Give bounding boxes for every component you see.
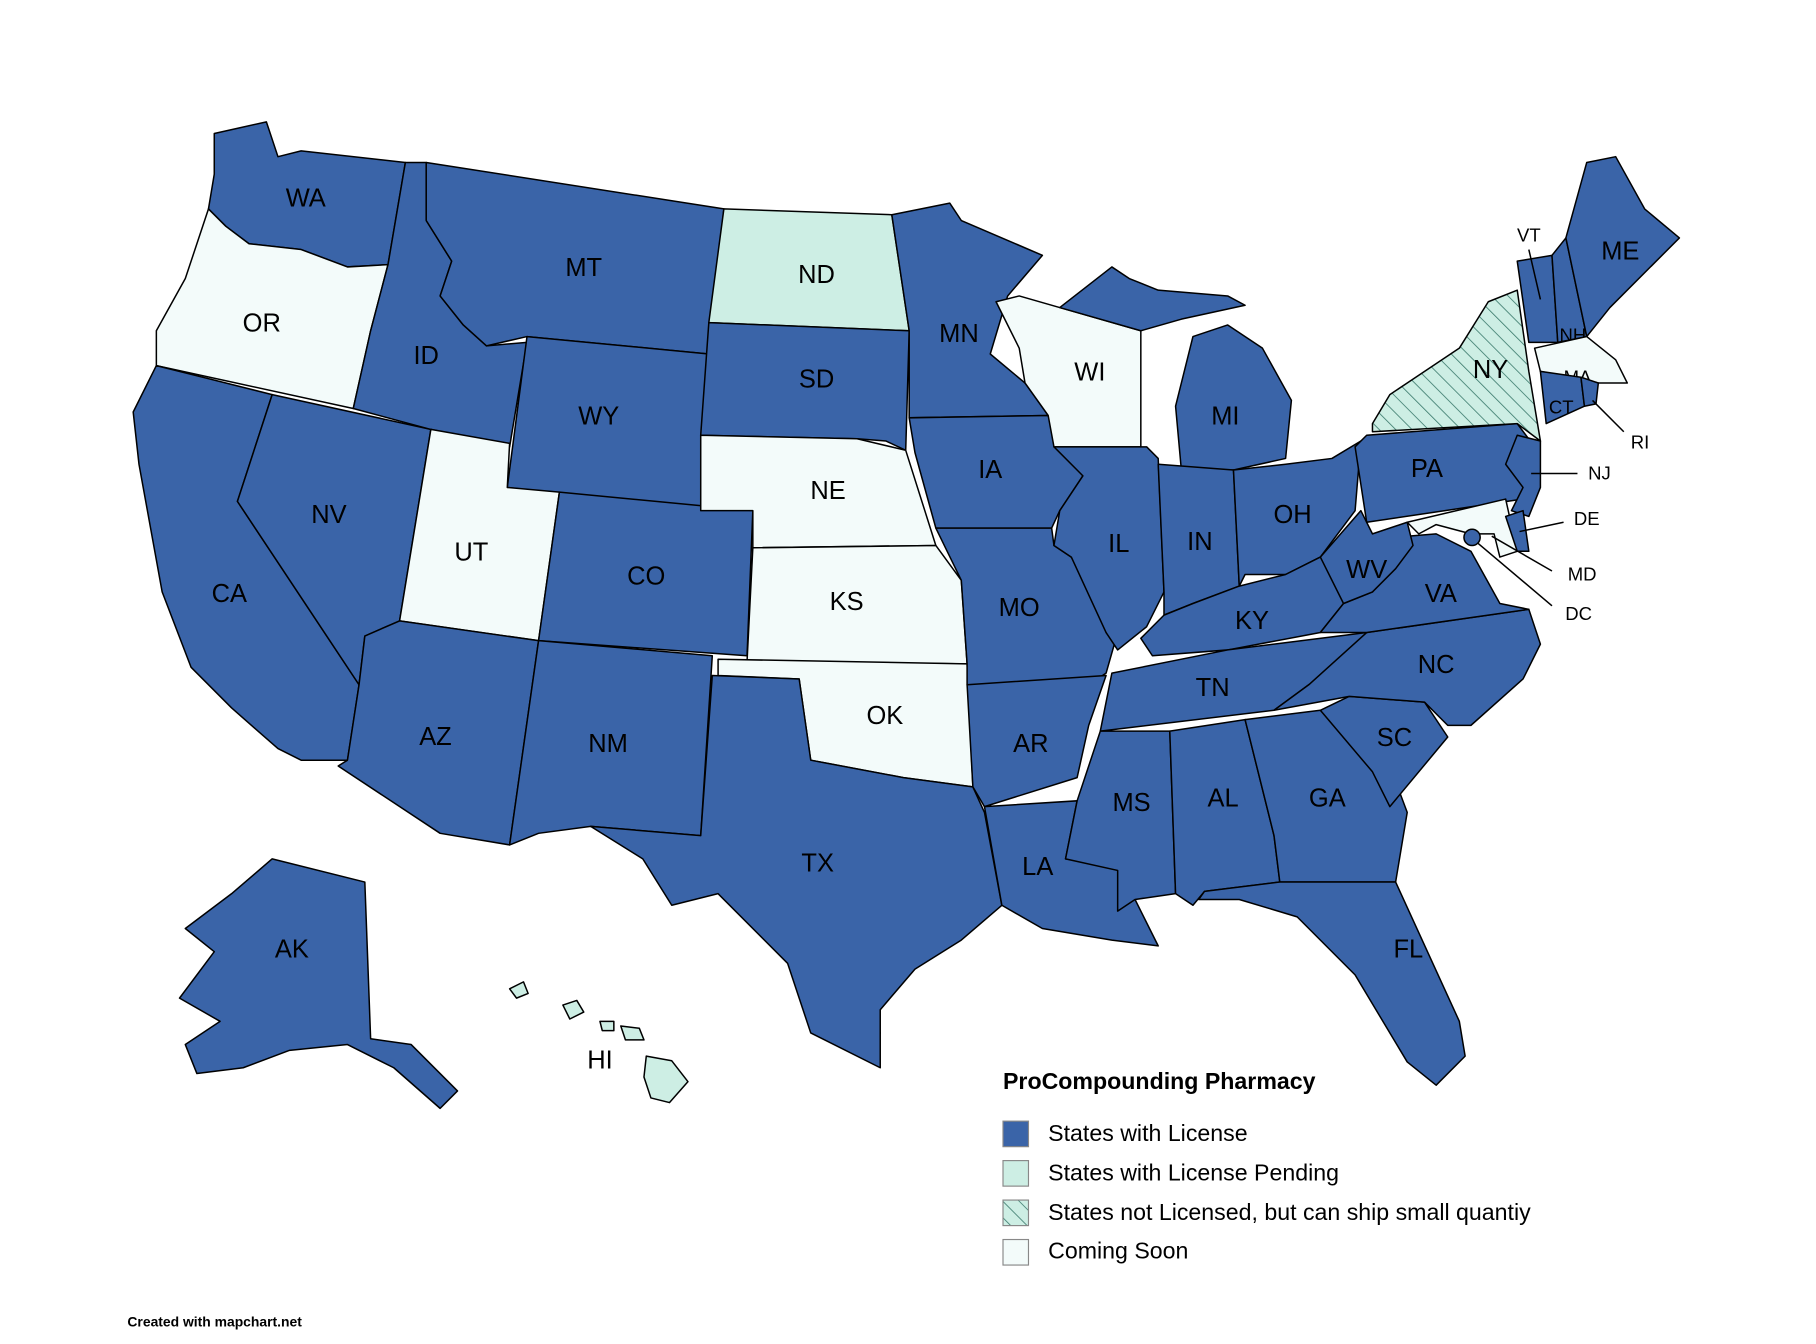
legend-swatch [1002, 1120, 1030, 1148]
legend-label: States with License [1048, 1120, 1247, 1146]
state-label: WA [286, 184, 326, 212]
state: IA [908, 414, 1084, 529]
state: KS [746, 544, 968, 665]
state-label: NV [311, 501, 346, 529]
state: IL [1053, 446, 1165, 651]
state: ND [708, 208, 910, 332]
state: AZ [337, 620, 540, 846]
state: OR [155, 208, 389, 410]
legend-title: ProCompounding Pharmacy [1003, 1068, 1316, 1094]
state-label: CO [627, 563, 665, 591]
state: DE [1504, 508, 1600, 553]
state: FL [1197, 881, 1466, 1086]
state: MI [1059, 266, 1293, 471]
state: WV [1319, 509, 1414, 605]
state-label: PA [1411, 455, 1443, 483]
legend-label: States with License Pending [1048, 1160, 1339, 1186]
state: MO [935, 527, 1119, 686]
state-label: ND [798, 261, 835, 289]
state: HI [508, 981, 689, 1104]
state-label: WI [1074, 358, 1105, 386]
state-label: OR [243, 310, 281, 338]
state: NC [1273, 608, 1542, 727]
state-label: DE [1574, 508, 1600, 529]
state: WI [995, 295, 1142, 448]
state: SD [699, 321, 910, 452]
state: CO [537, 491, 754, 657]
state-label: TN [1196, 674, 1230, 702]
state-label: KS [830, 588, 864, 616]
state-label: RI [1631, 431, 1650, 452]
state-label: LA [1022, 853, 1053, 881]
state: CT [1539, 370, 1586, 425]
state-label: MN [939, 320, 979, 348]
state-label: ID [413, 342, 438, 370]
state: VA [1319, 533, 1530, 634]
state-label: NM [588, 730, 628, 758]
state: PA [1354, 422, 1536, 524]
state-label: IN [1187, 528, 1212, 556]
state-label: KY [1235, 607, 1269, 635]
state: NY [1371, 289, 1542, 442]
state-label: NJ [1588, 463, 1611, 484]
state-label: MS [1112, 789, 1150, 817]
legend-swatch [1002, 1160, 1030, 1187]
state-label: OK [866, 702, 903, 730]
state: DC [1463, 528, 1592, 624]
legend-swatch [1002, 1238, 1030, 1266]
state: AR [966, 674, 1107, 808]
state-label: NC [1418, 651, 1455, 679]
state-label: TX [801, 849, 834, 877]
state: NM [508, 639, 714, 846]
state-label: NE [810, 477, 845, 505]
state-label: FL [1394, 935, 1424, 963]
state: WY [506, 335, 710, 512]
state-label: IL [1108, 530, 1129, 558]
state-label: SC [1377, 724, 1412, 752]
state-label: AZ [419, 723, 452, 751]
state-label: AR [1013, 730, 1048, 758]
state: MS [1064, 730, 1177, 912]
state-label: WY [578, 403, 619, 431]
state: OH [1232, 440, 1362, 587]
state-label: OH [1273, 501, 1311, 529]
state-label: MD [1568, 564, 1597, 585]
legend-label: States not Licensed, but can ship small … [1048, 1199, 1531, 1225]
state-label: VT [1517, 225, 1541, 246]
state-label: HI [587, 1047, 612, 1075]
state: TX [589, 674, 1003, 1069]
state: NJ [1504, 434, 1611, 518]
state-label: WV [1346, 556, 1387, 584]
state-label: AK [275, 935, 309, 963]
us-map: WA OR CA NV ID MT WY UT CO AZ NM ND SD N… [132, 121, 1681, 1110]
state-label: ME [1601, 238, 1639, 266]
legend-label: Coming Soon [1048, 1237, 1188, 1263]
state-label: SD [799, 365, 834, 393]
state-label: CT [1549, 396, 1574, 417]
state: MT [425, 161, 725, 355]
state: MN [891, 202, 1049, 419]
state-label: VA [1425, 580, 1457, 608]
state-label: MT [565, 254, 602, 282]
state: AK [178, 858, 459, 1110]
state-label: DC [1565, 603, 1592, 624]
footer-credit: Created with mapchart.net [127, 1314, 302, 1330]
state-label: UT [454, 538, 488, 566]
state: VT [1516, 225, 1559, 344]
state-label: MO [999, 594, 1040, 622]
legend: ProCompounding Pharmacy States with Lice… [127, 1068, 1531, 1330]
state-label: NY [1473, 356, 1508, 384]
state: ME [1565, 155, 1681, 338]
state: RI [1580, 376, 1650, 452]
state: NE [699, 434, 937, 549]
legend-swatch [1002, 1199, 1030, 1227]
state-label: AL [1207, 784, 1238, 812]
state-label: IA [978, 456, 1002, 484]
state-label: CA [212, 580, 247, 608]
state-label: GA [1309, 784, 1346, 812]
state-label: MI [1211, 403, 1239, 431]
